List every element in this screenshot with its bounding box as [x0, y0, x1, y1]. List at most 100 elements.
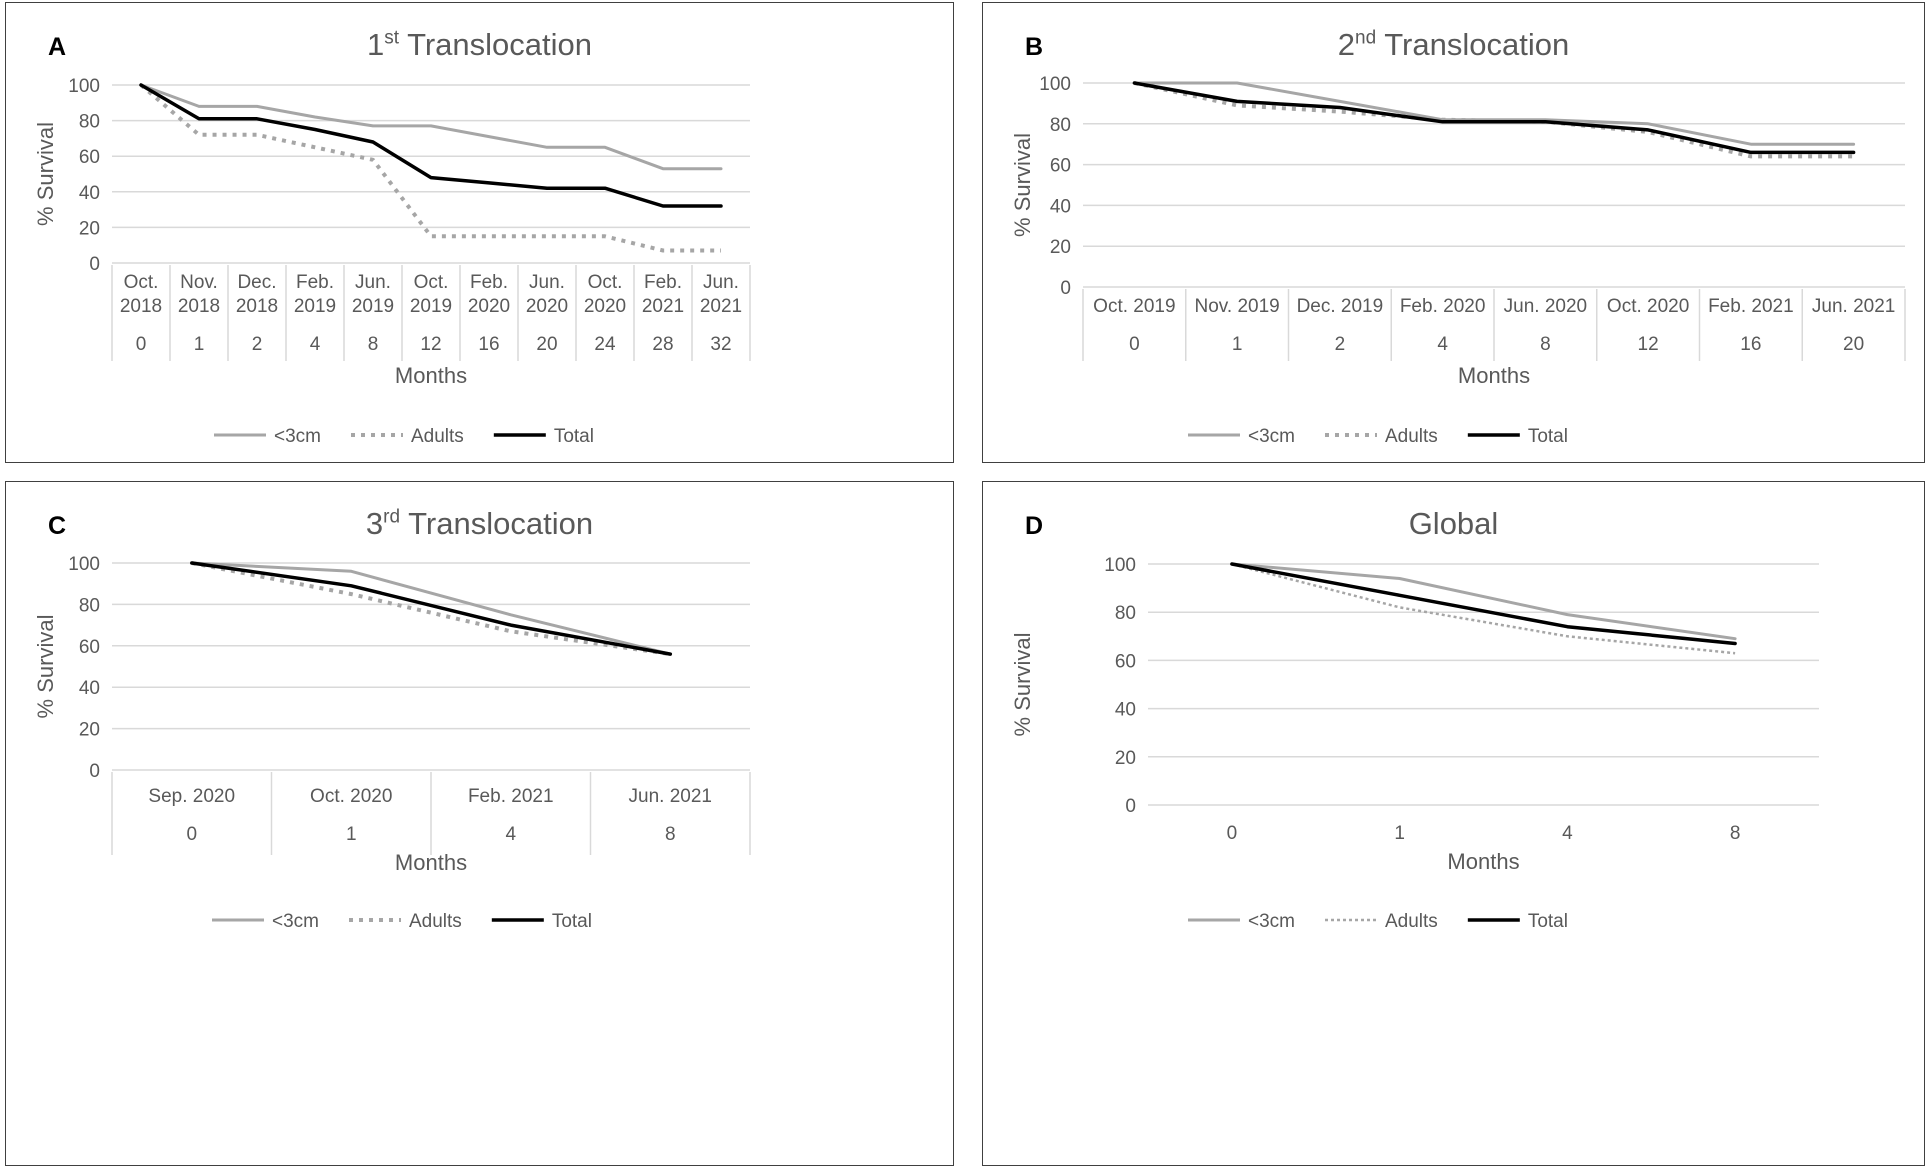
x-month-label: 12 — [1638, 334, 1659, 355]
title-ordinal: 2 — [1337, 27, 1356, 62]
x-month-label: 8 — [1730, 823, 1741, 844]
legend-label: <3cm — [272, 911, 319, 932]
y-tick-label: 0 — [1060, 278, 1071, 299]
x-date-label: Jun. 2020 — [1504, 296, 1587, 317]
series-line-adults — [191, 561, 671, 657]
title-text: Translocation — [1384, 27, 1570, 62]
x-date-label: Feb. — [296, 272, 334, 293]
x-month-label: 1 — [1232, 334, 1243, 355]
panel-label: B — [1025, 33, 1044, 61]
y-tick-label: 100 — [1039, 74, 1071, 95]
x-axis-label: Months — [395, 850, 467, 875]
x-date-label: Oct. 2019 — [1093, 296, 1175, 317]
x-date-label: Feb. 2020 — [1400, 296, 1486, 317]
y-axis-label: % Survival — [1010, 133, 1035, 237]
panel-label: A — [48, 33, 67, 61]
x-month-label: 8 — [1540, 334, 1551, 355]
series-line-total — [1132, 81, 1856, 155]
y-tick-label: 80 — [79, 112, 100, 133]
title-ordinal-suffix: st — [384, 27, 399, 49]
legend-label: Total — [554, 426, 594, 447]
x-month-label: 1 — [346, 824, 357, 845]
x-month-label: 0 — [186, 824, 197, 845]
y-tick-label: 100 — [68, 76, 100, 97]
x-date-label: Oct. 2020 — [1607, 296, 1689, 317]
y-tick-label: 100 — [1104, 555, 1136, 576]
x-date-label: Jun. — [355, 272, 391, 293]
y-axis-label: % Survival — [33, 615, 58, 719]
x-month-label: 8 — [665, 824, 676, 845]
x-date-label: Sep. 2020 — [148, 786, 235, 807]
x-date-label: Oct. 2020 — [310, 786, 392, 807]
series-line-adults — [139, 83, 721, 253]
x-date-label: Nov. 2019 — [1195, 296, 1280, 317]
y-tick-label: 20 — [79, 720, 100, 741]
legend-label: <3cm — [1248, 426, 1295, 447]
title-ordinal-suffix: nd — [1355, 27, 1377, 49]
series-line-total — [139, 83, 723, 208]
legend-label: Adults — [411, 426, 464, 447]
x-month-label: 20 — [1843, 334, 1864, 355]
y-tick-label: 80 — [1115, 603, 1136, 624]
x-axis-label: Months — [1447, 849, 1519, 874]
x-date-label: 2018 — [236, 296, 278, 317]
panel-b: B 2nd Translocation 0 20 40 60 80 100% Surviv… — [982, 2, 1925, 463]
x-axis-label: Months — [395, 363, 467, 388]
panel-d: D Global 0 20 40 60 80 100 % Survival 0 1 4 8 Month… — [982, 481, 1925, 1166]
x-date-label: Jun. 2021 — [1812, 296, 1895, 317]
title-ordinal-suffix: rd — [383, 506, 401, 528]
y-tick-label: 100 — [68, 554, 100, 575]
legend-label: Total — [1528, 911, 1568, 932]
y-tick-label: 40 — [79, 678, 100, 699]
series-line-3cm — [139, 83, 723, 171]
series-line-3cm — [1230, 562, 1737, 641]
series-line-adults — [1231, 562, 1736, 655]
y-tick-label: 60 — [1050, 156, 1071, 177]
y-tick-label: 0 — [89, 254, 100, 275]
x-month-label: 0 — [136, 334, 147, 355]
x-month-label: 2 — [1335, 334, 1346, 355]
y-tick-label: 40 — [1115, 700, 1136, 721]
x-date-label: 2018 — [120, 296, 162, 317]
x-month-label: 12 — [420, 334, 441, 355]
x-date-label: Oct. — [414, 272, 449, 293]
x-month-label: 32 — [710, 334, 731, 355]
x-date-label: Dec. — [237, 272, 276, 293]
x-date-label: Feb. 2021 — [468, 786, 554, 807]
x-date-label: 2019 — [352, 296, 394, 317]
x-date-label: Oct. — [588, 272, 623, 293]
series-line-adults — [1133, 81, 1854, 159]
chart-title: 1st Translocation — [6, 27, 953, 63]
legend-label: <3cm — [274, 426, 321, 447]
x-month-label: 8 — [368, 334, 379, 355]
x-date-label: Feb. 2021 — [1708, 296, 1794, 317]
x-month-label: 2 — [252, 334, 263, 355]
series-line-3cm — [190, 561, 672, 656]
y-tick-label: 0 — [1125, 796, 1136, 817]
panel-c: C 3rd Translocation 0 20 40 60 80 100% Surviv… — [5, 481, 954, 1166]
x-date-label: Jun. 2021 — [629, 786, 712, 807]
legend-label: Total — [552, 911, 592, 932]
x-date-label: 2020 — [526, 296, 568, 317]
x-date-label: Feb. — [644, 272, 682, 293]
x-date-label: 2021 — [700, 296, 742, 317]
x-month-label: 4 — [1437, 334, 1448, 355]
y-tick-label: 60 — [79, 147, 100, 168]
x-date-label: 2020 — [584, 296, 626, 317]
chart-title: Global — [983, 506, 1924, 542]
x-date-label: Nov. — [180, 272, 218, 293]
x-month-label: 24 — [594, 334, 616, 355]
y-tick-label: 40 — [1050, 196, 1071, 217]
x-date-label: Feb. — [470, 272, 508, 293]
x-date-label: 2020 — [468, 296, 510, 317]
legend-label: Adults — [1385, 426, 1438, 447]
y-tick-label: 20 — [1050, 237, 1071, 258]
x-month-label: 1 — [194, 334, 205, 355]
series-line-total — [190, 561, 673, 656]
chart-b-svg: 0 20 40 60 80 100 % Survival Oct. 2019 0 Nov. 201… — [1010, 74, 1906, 447]
chart-title: 2nd Translocation — [983, 27, 1924, 63]
title-ordinal: 1 — [366, 27, 385, 62]
x-date-label: 2019 — [294, 296, 336, 317]
y-tick-label: 80 — [1050, 115, 1071, 136]
